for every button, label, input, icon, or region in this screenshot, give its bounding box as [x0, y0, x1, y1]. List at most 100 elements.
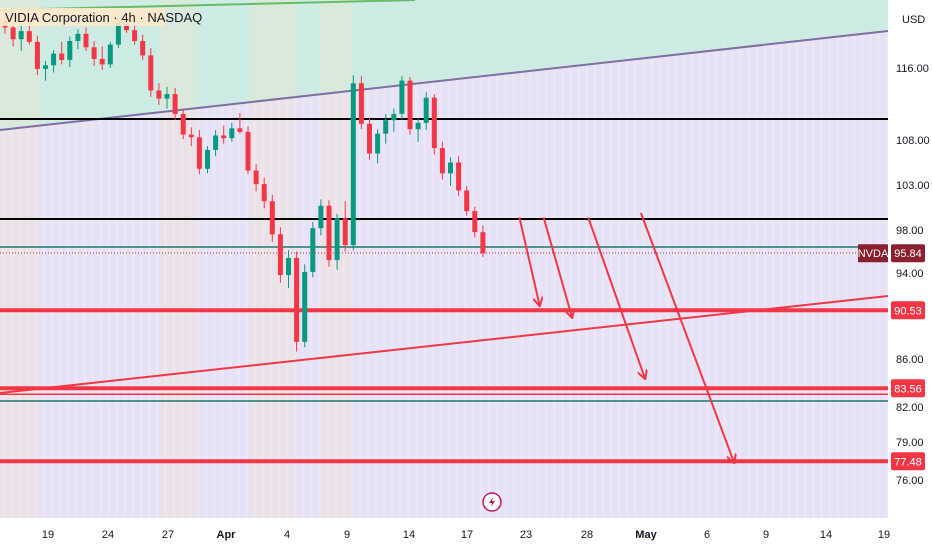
session-stripe [212, 0, 216, 518]
session-stripe [682, 0, 686, 518]
level-price-badge-text: 90.53 [894, 305, 922, 317]
candle-body [99, 59, 105, 65]
level-price-badge [891, 452, 925, 471]
session-stripe [66, 0, 70, 518]
candle-body [34, 41, 40, 69]
candle-body [391, 113, 397, 121]
candle-body [132, 30, 138, 41]
session-stripe [172, 0, 176, 518]
candle-body [188, 134, 194, 138]
candle-body [67, 41, 73, 60]
session-stripe [585, 0, 589, 518]
candle-body [156, 90, 162, 99]
candle-body [115, 23, 121, 45]
session-stripe [739, 0, 743, 518]
session-stripe [220, 0, 224, 518]
session-stripe [714, 0, 718, 518]
session-stripe [844, 0, 848, 518]
session-stripe [366, 0, 370, 518]
level-price-badge-text: 83.56 [894, 383, 922, 395]
session-stripe [91, 0, 95, 518]
price-tick-label: 116.00 [896, 63, 929, 75]
session-stripe [139, 0, 143, 518]
session-stripe [528, 0, 532, 518]
session-stripe [42, 0, 46, 518]
session-stripe [544, 0, 548, 518]
session-stripe [828, 0, 832, 518]
session-stripe [795, 0, 799, 518]
candle-body [124, 23, 129, 31]
session-stripe [560, 0, 564, 518]
session-stripe [722, 0, 726, 518]
session-stripe [415, 0, 419, 518]
session-stripe [74, 0, 78, 518]
legend[interactable]: VIDIA Corporation · 4h · NASDAQ [0, 8, 202, 26]
session-stripe [423, 0, 427, 518]
plot-area[interactable] [0, 0, 888, 518]
candle-body [302, 271, 308, 342]
session-stripe [382, 0, 386, 518]
candle-body [229, 128, 235, 139]
candle-body [91, 47, 97, 59]
session-stripe [593, 0, 597, 518]
session-stripe [641, 0, 645, 518]
session-stripe [698, 0, 702, 518]
projected-move-arrow[interactable] [518, 217, 539, 305]
time-tick-label: 4 [284, 529, 290, 541]
candle-body [310, 228, 316, 272]
replay-icon[interactable] [482, 492, 502, 512]
projected-move-arrow[interactable] [639, 212, 734, 462]
price-ticks: 116.00 108.00 103.00 98.00 94.00 86.00 82.00 79… [896, 63, 930, 487]
time-tick-label: 23 [520, 529, 532, 541]
session-stripe [180, 0, 184, 518]
time-tick-label: 14 [820, 529, 832, 541]
candle-body [26, 31, 32, 42]
candle-body [342, 218, 348, 246]
candle-body [245, 131, 251, 171]
session-stripe [18, 0, 22, 518]
projected-arrows [518, 212, 734, 462]
session-stripe [58, 0, 62, 518]
session-stripe [358, 0, 362, 518]
legend-background [0, 8, 165, 26]
time-tick-label: May [635, 529, 657, 541]
level-lines [0, 308, 888, 464]
session-stripe [836, 0, 840, 518]
session-stripe [390, 0, 394, 518]
session-stripe [374, 0, 378, 518]
projected-move-arrow[interactable] [587, 217, 645, 378]
session-stripe [820, 0, 824, 518]
session-stripe [261, 0, 265, 518]
candle-body [196, 137, 202, 169]
candle-body [83, 33, 89, 48]
projected-move-arrow[interactable] [542, 217, 572, 317]
candle-body [148, 55, 154, 91]
session-stripe [488, 0, 491, 518]
session-stripe [431, 0, 435, 518]
session-stripe [706, 0, 710, 518]
session-stripe [204, 0, 208, 518]
price-tick-label: 98.00 [896, 225, 924, 237]
candle-body [107, 44, 113, 65]
session-stripe [658, 0, 662, 518]
session-stripe [731, 0, 734, 518]
session-stripe [569, 0, 572, 518]
time-axis[interactable] [0, 518, 888, 550]
candles [2, 8, 486, 352]
session-stripe [779, 0, 783, 518]
session-stripe [633, 0, 637, 518]
session-stripe [155, 0, 159, 518]
candle-body [51, 53, 57, 66]
candle-body [456, 162, 462, 191]
session-stripe [650, 0, 653, 518]
candle-body [399, 80, 405, 114]
session-stripe [617, 0, 621, 518]
upper-trend-line[interactable] [0, 30, 888, 131]
session-stripe [147, 0, 151, 518]
session-stripe [666, 0, 670, 518]
session-tint [160, 0, 196, 518]
price-badges: NVDA 95.84 90.53 83.56 77.48 [858, 244, 925, 471]
session-stripe [852, 0, 856, 518]
session-stripe [245, 0, 248, 518]
